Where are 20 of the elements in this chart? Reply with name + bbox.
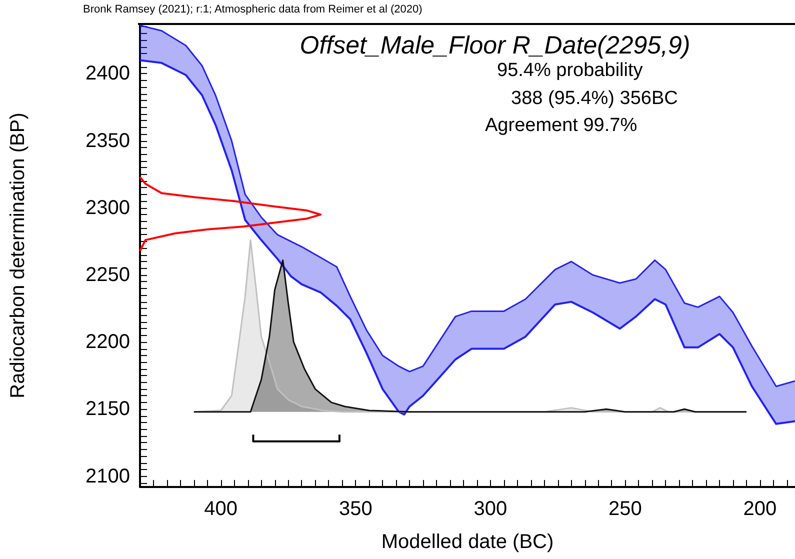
y-tick-label: 2400 xyxy=(86,62,130,85)
line-series xyxy=(139,176,322,252)
y-axis-title: Radiocarbon determination (BP) xyxy=(7,112,29,398)
annotation: 95.4% probability xyxy=(497,60,644,81)
x-tick-label: 250 xyxy=(608,498,642,520)
x-axis-title: Modelled date (BC) xyxy=(381,531,554,553)
text: Bronk Ramsey (2021); r:1; Atmospheric data from Reimer et al (2020) xyxy=(83,4,422,16)
y-tick-label: 2300 xyxy=(86,196,130,219)
x-tick-label: 350 xyxy=(338,498,372,520)
y-tick-label: 2100 xyxy=(86,465,130,488)
y-tick-label: 2250 xyxy=(86,264,130,286)
y-tick-label: 2200 xyxy=(86,331,130,354)
y-tick-label: 2150 xyxy=(86,398,130,420)
annotation: Agreement 99.7% xyxy=(485,115,638,136)
annotation: 388 (95.4%) 356BC xyxy=(511,88,678,109)
x-tick-label: 200 xyxy=(743,498,777,520)
x-tick-label: 300 xyxy=(474,498,508,520)
chart-title: Offset_Male_Floor R_Date(2295,9) xyxy=(300,32,690,60)
y-tick-label: 2350 xyxy=(86,130,130,152)
x-tick-label: 400 xyxy=(204,498,238,520)
